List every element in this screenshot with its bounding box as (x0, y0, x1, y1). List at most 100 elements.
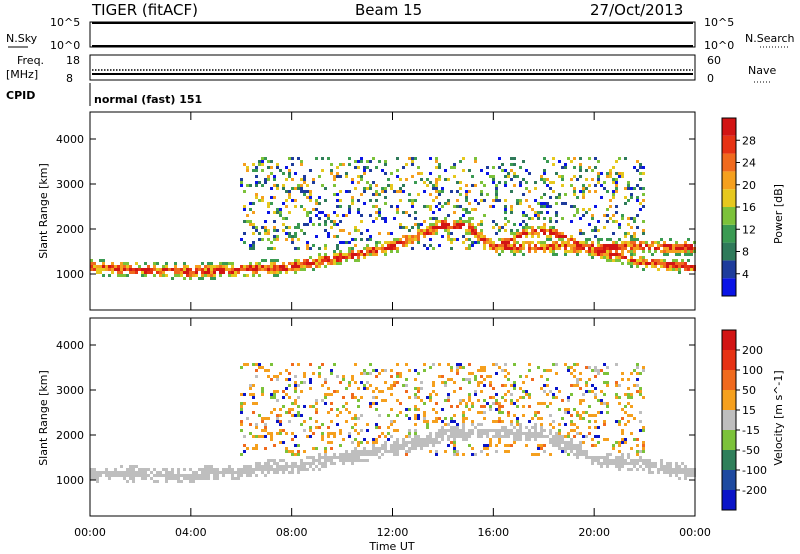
heatmap-cell (411, 241, 414, 244)
heatmap-cell (396, 438, 399, 441)
heatmap-cell (408, 229, 411, 232)
heatmap-cell (645, 241, 648, 244)
heatmap-cell (258, 268, 261, 271)
heatmap-cell (519, 375, 522, 378)
heatmap-cell (429, 226, 432, 229)
heatmap-cell (573, 384, 576, 387)
heatmap-cell (570, 444, 573, 447)
heatmap-cell (624, 441, 627, 444)
heatmap-cell (480, 169, 483, 172)
heatmap-cell (576, 211, 579, 214)
heatmap-cell (516, 399, 519, 402)
heatmap-cell (120, 274, 123, 277)
heatmap-cell (399, 447, 402, 450)
heatmap-cell (93, 474, 96, 477)
heatmap-cell (576, 426, 579, 429)
heatmap-cell (90, 471, 93, 474)
heatmap-cell (111, 271, 114, 274)
heatmap-cell (243, 435, 246, 438)
heatmap-cell (561, 441, 564, 444)
heatmap-cell (624, 241, 627, 244)
heatmap-cell (579, 169, 582, 172)
heatmap-cell (543, 241, 546, 244)
heatmap-cell (486, 444, 489, 447)
heatmap-cell (306, 211, 309, 214)
heatmap-cell (195, 474, 198, 477)
heatmap-cell (414, 217, 417, 220)
heatmap-cell (294, 453, 297, 456)
power-xticks (89, 112, 696, 310)
heatmap-cell (540, 175, 543, 178)
heatmap-cell (540, 241, 543, 244)
heatmap-cell (498, 408, 501, 411)
heatmap-cell (129, 268, 132, 271)
heatmap-cell (498, 166, 501, 169)
heatmap-cell (657, 468, 660, 471)
heatmap-cell (351, 181, 354, 184)
heatmap-cell (348, 453, 351, 456)
heatmap-cell (606, 456, 609, 459)
heatmap-cell (624, 202, 627, 205)
heatmap-cell (291, 432, 294, 435)
heatmap-cell (633, 262, 636, 265)
heatmap-cell (678, 253, 681, 256)
heatmap-cell (345, 408, 348, 411)
heatmap-cell (582, 241, 585, 244)
heatmap-cell (135, 465, 138, 468)
heatmap-cell (285, 447, 288, 450)
heatmap-cell (624, 232, 627, 235)
heatmap-cell (609, 244, 612, 247)
heatmap-cell (396, 429, 399, 432)
heatmap-cell (540, 244, 543, 247)
heatmap-cell (417, 438, 420, 441)
heatmap-cell (594, 393, 597, 396)
heatmap-cell (105, 268, 108, 271)
heatmap-cell (678, 465, 681, 468)
heatmap-cell (552, 420, 555, 423)
heatmap-cell (297, 411, 300, 414)
heatmap-cell (519, 438, 522, 441)
heatmap-cell (261, 465, 264, 468)
heatmap-cell (561, 399, 564, 402)
heatmap-cell (444, 229, 447, 232)
heatmap-cell (174, 477, 177, 480)
heatmap-cell (369, 450, 372, 453)
heatmap-cell (579, 166, 582, 169)
heatmap-cell (297, 384, 300, 387)
heatmap-cell (651, 244, 654, 247)
heatmap-cell (120, 265, 123, 268)
heatmap-cell (270, 378, 273, 381)
heatmap-cell (543, 202, 546, 205)
heatmap-cell (588, 420, 591, 423)
heatmap-cell (594, 366, 597, 369)
heatmap-cell (522, 229, 525, 232)
heatmap-cell (198, 474, 201, 477)
heatmap-cell (318, 459, 321, 462)
heatmap-cell (597, 241, 600, 244)
heatmap-cell (336, 256, 339, 259)
heatmap-cell (468, 429, 471, 432)
heatmap-cell (678, 471, 681, 474)
heatmap-cell (483, 247, 486, 250)
heatmap-cell (342, 405, 345, 408)
heatmap-cell (468, 220, 471, 223)
heatmap-cell (465, 229, 468, 232)
heatmap-cell (357, 181, 360, 184)
heatmap-cell (531, 235, 534, 238)
heatmap-cell (384, 196, 387, 199)
heatmap-cell (459, 387, 462, 390)
heatmap-cell (636, 378, 639, 381)
heatmap-cell (375, 250, 378, 253)
heatmap-cell (399, 190, 402, 193)
heatmap-cell (111, 268, 114, 271)
heatmap-cell (678, 244, 681, 247)
heatmap-cell (579, 414, 582, 417)
heatmap-cell (369, 184, 372, 187)
heatmap-cell (540, 429, 543, 432)
heatmap-cell (561, 184, 564, 187)
heatmap-cell (345, 459, 348, 462)
heatmap-cell (630, 256, 633, 259)
heatmap-cell (291, 462, 294, 465)
heatmap-cell (276, 465, 279, 468)
heatmap-cell (462, 432, 465, 435)
